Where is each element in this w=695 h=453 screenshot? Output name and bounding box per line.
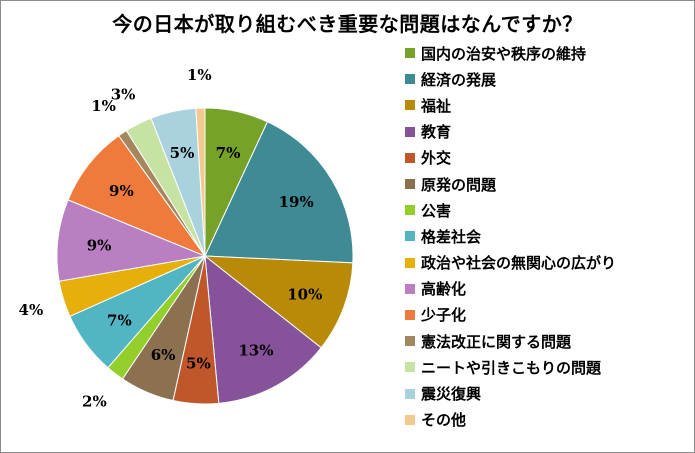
data-label-13: 3% [111, 86, 136, 104]
data-label-15: 1% [187, 66, 212, 84]
legend-item-14: 震災復興 [405, 380, 616, 406]
chart-title: 今の日本が取り組むべき重要な問題はなんですか？ [112, 12, 583, 36]
legend-swatch [405, 48, 415, 59]
legend-label: 高齢化 [421, 280, 467, 299]
data-label-14: 5% [170, 144, 195, 162]
pie-slice-2 [204, 121, 354, 264]
pie-slice-11 [67, 135, 207, 258]
pie-slice-3 [203, 255, 354, 349]
legend-swatch [405, 179, 415, 190]
legend-swatch [405, 309, 415, 320]
data-label-11: 9% [109, 182, 134, 200]
legend-item-9: 政治や社会の無関心の広がり [405, 250, 616, 276]
legend-item-5: 外交 [405, 145, 616, 171]
legend-item-8: 格差社会 [405, 223, 616, 249]
legend-label: 教育 [421, 123, 452, 142]
legend-label: 少子化 [421, 306, 467, 325]
legend-swatch [405, 205, 415, 216]
legend-swatch [405, 152, 415, 163]
pie-slice-10 [56, 199, 207, 282]
data-label-10: 9% [87, 236, 112, 254]
data-label-6: 6% [151, 346, 176, 364]
legend-swatch [405, 74, 415, 85]
legend-swatch [405, 100, 415, 111]
data-label-9: 4% [19, 301, 44, 319]
legend-label: 格差社会 [421, 227, 482, 246]
data-label-7: 2% [82, 393, 107, 411]
legend-label: 憲法改正に関する問題 [421, 332, 572, 351]
legend-label: 震災復興 [421, 385, 482, 404]
legend-label: 経済の発展 [421, 70, 497, 89]
legend-swatch [405, 414, 415, 425]
legend-label: 政治や社会の無関心の広がり [421, 254, 617, 273]
legend-item-6: 原発の問題 [405, 171, 616, 197]
data-label-4: 13% [238, 342, 273, 360]
legend-item-11: 少子化 [405, 302, 616, 328]
legend-item-12: 憲法改正に関する問題 [405, 328, 616, 354]
legend-swatch [405, 362, 415, 373]
pie-slice-4 [204, 254, 322, 404]
legend-item-13: ニートや引きこもりの問題 [405, 354, 616, 380]
legend-item-1: 国内の治安や秩序の維持 [405, 40, 616, 66]
legend-label: ニートや引きこもりの問題 [421, 358, 602, 377]
data-label-12: 1% [91, 97, 116, 115]
data-label-5: 5% [186, 354, 211, 372]
legend-item-15: その他 [405, 407, 616, 433]
legend-swatch [405, 283, 415, 294]
legend-swatch [405, 257, 415, 268]
data-label-1: 7% [216, 144, 241, 162]
legend-item-4: 教育 [405, 119, 616, 145]
data-label-8: 7% [107, 311, 132, 329]
legend-swatch [405, 126, 415, 137]
legend-item-10: 高齢化 [405, 276, 616, 302]
legend-swatch [405, 336, 415, 347]
data-label-3: 10% [287, 285, 322, 303]
legend-item-2: 経済の発展 [405, 66, 616, 92]
legend-item-3: 福祉 [405, 92, 616, 118]
legend-swatch [405, 388, 415, 399]
legend-label: 国内の治安や秩序の維持 [421, 44, 587, 63]
legend-label: その他 [421, 411, 467, 430]
legend-swatch [405, 231, 415, 242]
data-label-2: 19% [279, 193, 314, 211]
legend-label: 外交 [421, 149, 452, 168]
legend-label: 原発の問題 [421, 175, 497, 194]
legend-label: 福祉 [421, 96, 452, 115]
legend-label: 公害 [421, 201, 452, 220]
legend: 国内の治安や秩序の維持 経済の発展福祉教育外交原発の問題公害格差社会政治や社会の無… [405, 40, 616, 433]
legend-item-7: 公害 [405, 197, 616, 223]
pie-slice-15 [195, 107, 206, 257]
